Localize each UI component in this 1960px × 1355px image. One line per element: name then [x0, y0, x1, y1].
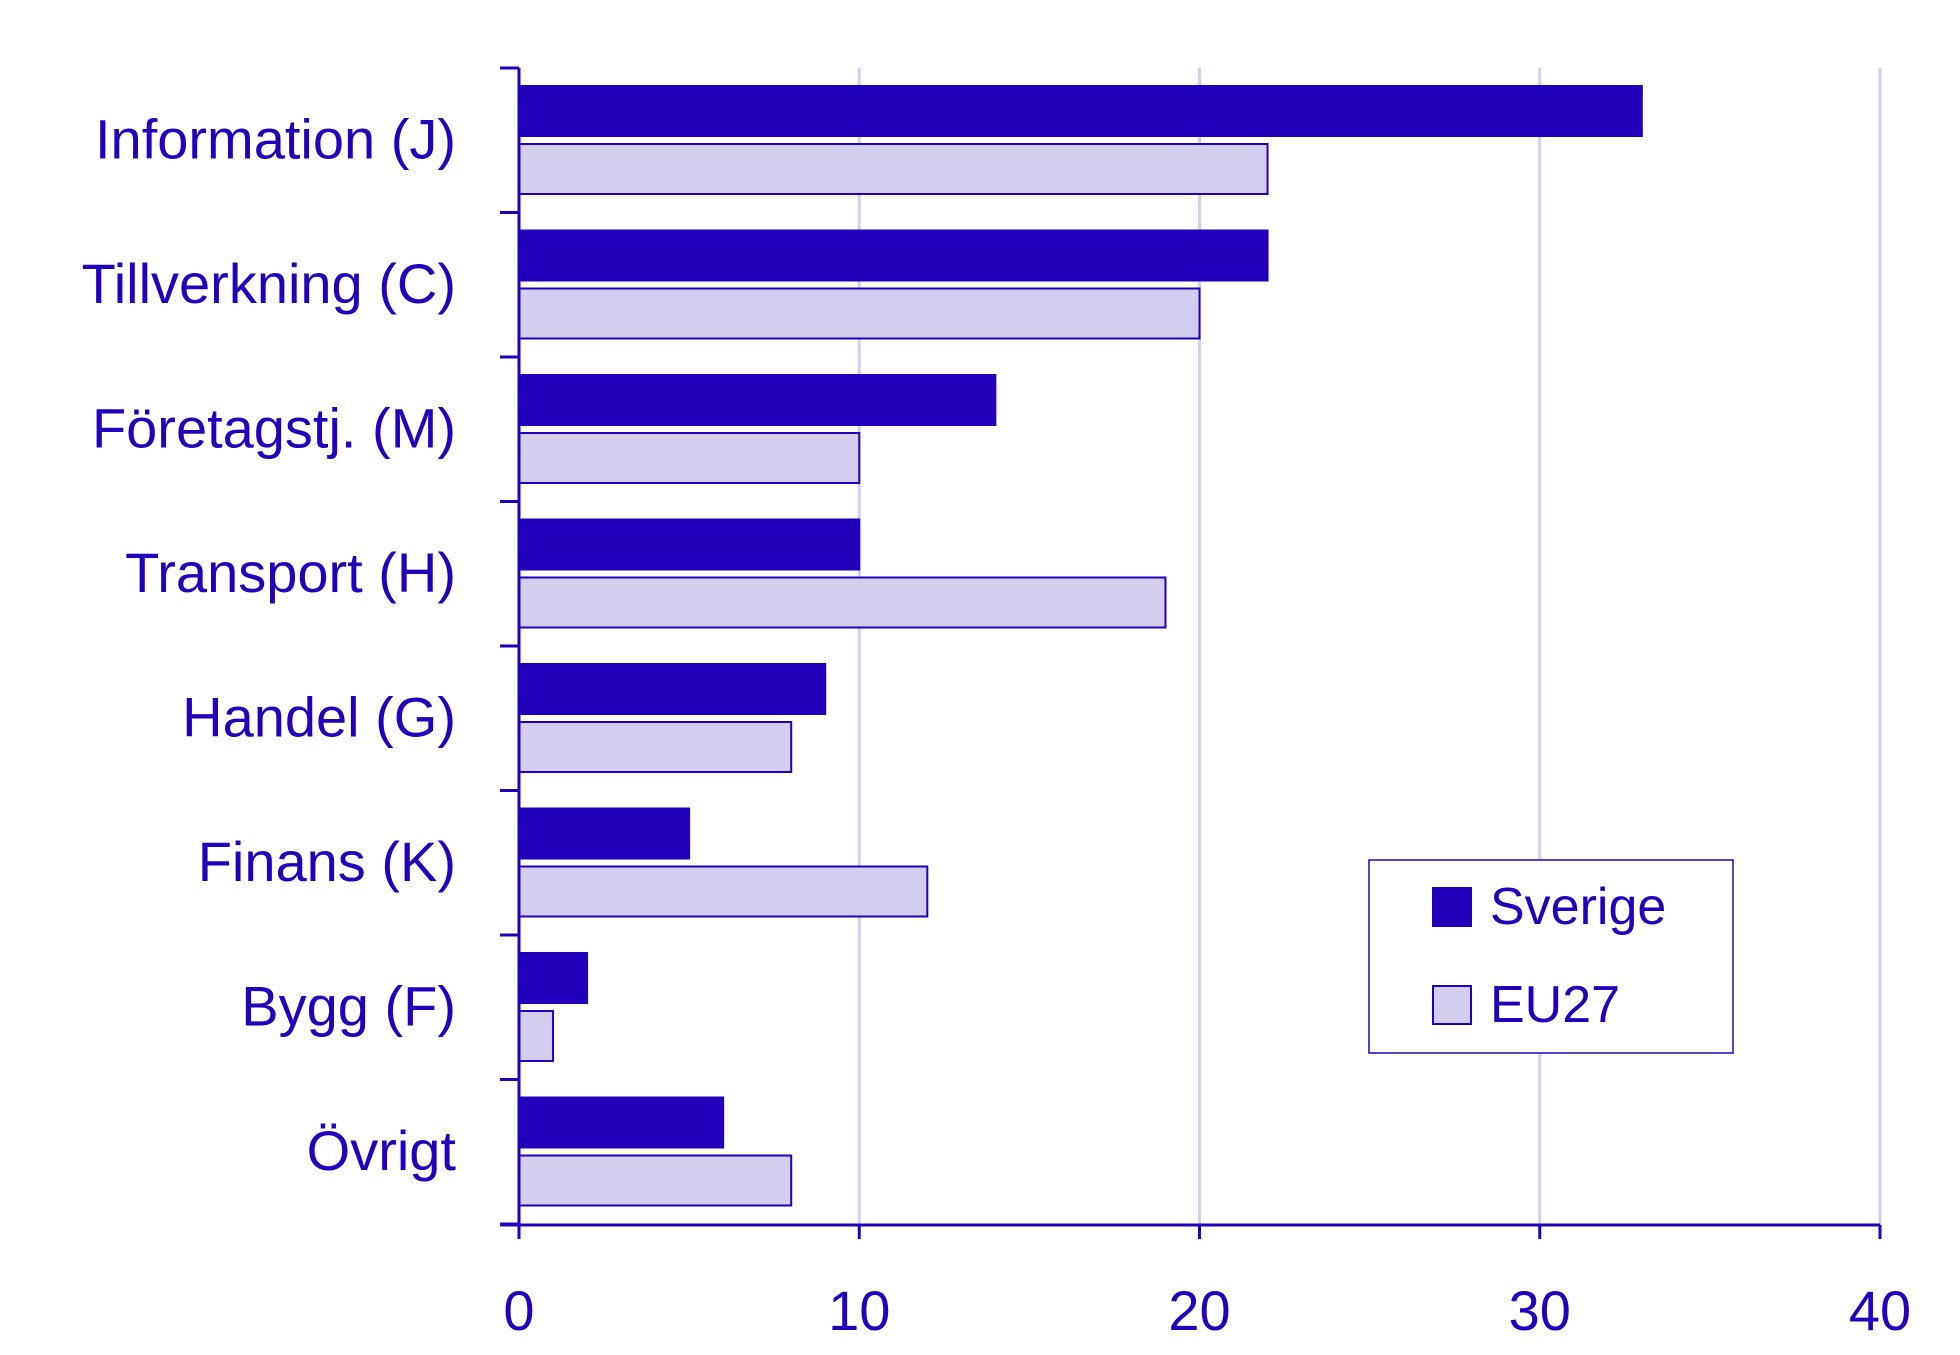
bar-eu27: [518, 576, 1167, 629]
bar-sverige: [518, 1096, 725, 1149]
x-tick-label: 10: [828, 1279, 890, 1342]
legend-swatch-eu27: [1432, 985, 1472, 1025]
y-category-label: Övrigt: [307, 1119, 457, 1182]
y-category-label: Företagstj. (M): [92, 396, 456, 459]
labels: 0 10 20 30 40 Information (J) Tillverkning (C)…: [82, 107, 1912, 1342]
bar-eu27: [518, 721, 793, 773]
legend-label-sverige: Sverige: [1490, 878, 1666, 936]
y-category-label: Transport (H): [125, 541, 456, 604]
x-tick-label: 20: [1168, 1279, 1230, 1342]
bar-eu27: [518, 432, 861, 484]
bar-sverige: [518, 374, 997, 426]
y-category-label: Handel (G): [182, 685, 456, 748]
bar-sverige: [518, 229, 1269, 282]
bars: [518, 85, 1643, 1207]
x-tick-label: 0: [503, 1279, 534, 1342]
bar-sverige: [518, 952, 589, 1004]
bar-sverige: [518, 85, 1643, 137]
legend-swatch-sverige: [1432, 887, 1472, 927]
legend-label-eu27: EU27: [1490, 976, 1620, 1034]
y-category-label: Information (J): [95, 107, 456, 170]
bar-eu27: [518, 1154, 793, 1207]
bar-eu27: [518, 143, 1269, 195]
bar-sverige: [518, 663, 827, 715]
x-tick-label: 40: [1849, 1279, 1911, 1342]
bar-eu27: [518, 865, 929, 918]
bar-sverige: [518, 518, 861, 571]
y-category-label: Bygg (F): [241, 974, 456, 1037]
bar-eu27: [518, 1010, 555, 1062]
x-tick-label: 30: [1509, 1279, 1571, 1342]
bar-sverige: [518, 807, 691, 860]
y-category-label: Tillverkning (C): [82, 252, 456, 315]
legend-box: [1368, 859, 1734, 1054]
y-category-label: Finans (K): [198, 830, 456, 893]
legend: Sverige EU27: [1368, 859, 1734, 1054]
axes: [500, 66, 1882, 1239]
bar-eu27: [518, 287, 1201, 340]
